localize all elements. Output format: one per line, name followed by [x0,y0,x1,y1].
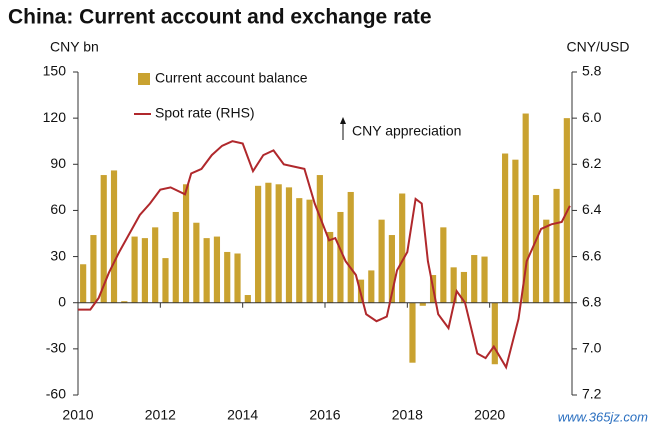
bar [203,238,210,303]
bar [532,195,540,303]
annotation-arrowhead [340,117,346,124]
y2-tick-label: 6.4 [582,201,602,217]
bar [543,219,550,303]
bar [121,301,128,303]
bar [419,302,426,306]
annotation: CNY appreciation [352,123,461,139]
spot-line [78,140,571,370]
bar [100,175,107,303]
legend-label: Spot rate (RHS) [155,105,255,121]
bar [337,211,344,303]
bar [296,198,303,303]
bar [244,295,251,303]
chart-title: China: Current account and exchange rate [8,6,432,29]
y-tick-label: 60 [50,201,66,217]
bar [234,253,241,303]
y2-tick-label: 7.2 [582,386,602,402]
bar [90,235,97,303]
bar [162,258,169,303]
bar [193,222,200,303]
bar [213,236,221,303]
y2-tick-label: 7.0 [582,340,602,356]
bar [141,238,148,303]
bar [368,270,375,303]
bar [316,175,323,303]
bar [440,227,447,303]
bar [512,159,519,303]
x-tick-label: 2010 [62,407,93,423]
bar [306,199,313,303]
bar [491,302,498,365]
bar [409,302,416,363]
bar [224,251,231,303]
y2-tick-label: 6.0 [582,109,602,125]
bar [182,184,190,303]
bar [553,188,560,303]
y-axis-label: CNY bn [50,39,99,55]
bar [110,170,118,303]
bar [152,227,159,303]
bar [378,219,385,303]
bar [399,193,406,303]
y-tick-label: 150 [43,63,67,79]
bar [275,184,282,303]
x-tick-label: 2018 [392,407,423,423]
bar [450,267,457,303]
y-tick-label: -60 [46,386,66,402]
x-tick-label: 2016 [309,407,340,423]
bar [388,235,395,303]
bar [172,211,179,303]
bar [502,153,509,303]
y-tick-label: -30 [46,340,66,356]
bar [327,231,334,303]
x-tick-label: 2012 [145,407,176,423]
y2-tick-label: 6.8 [582,293,602,309]
bar [131,236,138,303]
bar [481,256,488,303]
y-tick-label: 0 [58,293,66,309]
legend-label: Current account balance [155,70,308,86]
y-tick-label: 120 [43,109,67,125]
y2-axis-label: CNY/USD [566,39,629,55]
bar [265,182,272,303]
bar [285,187,293,303]
bar [255,185,262,303]
y2-tick-label: 5.8 [582,63,602,79]
y-tick-label: 30 [50,247,66,263]
bar [522,113,529,303]
legend-swatch [138,73,150,85]
bar [471,255,478,303]
bar [80,264,87,303]
x-tick-label: 2014 [227,407,258,423]
y2-tick-label: 6.6 [582,247,602,263]
y-tick-label: 90 [50,155,66,171]
bar [460,271,468,303]
x-tick-label: 2020 [474,407,505,423]
y2-tick-label: 6.2 [582,155,602,171]
bar [347,191,354,303]
watermark: www.365jz.com [558,409,648,424]
